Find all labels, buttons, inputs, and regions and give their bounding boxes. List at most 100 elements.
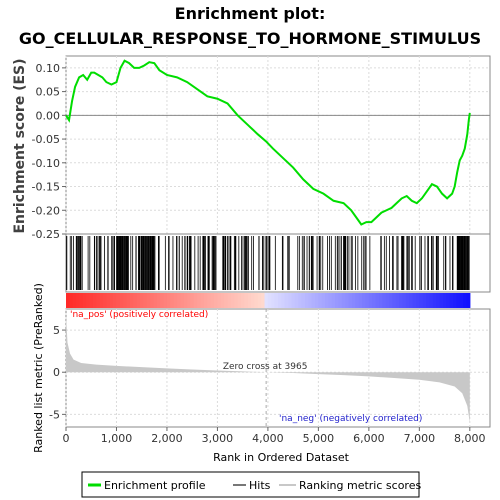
metric-y-ticks: 5 0 -5 [49, 324, 66, 421]
band-segment [419, 293, 424, 308]
band-segment [129, 293, 134, 308]
metric-x-ticks: 0 1,000 2,000 3,000 4,000 5,000 6,000 7,000 8,00… [63, 427, 486, 445]
band-segment [399, 293, 404, 308]
band-segment [66, 293, 70, 308]
band-segment [459, 293, 464, 308]
band-segment [240, 293, 245, 308]
band-segment [264, 293, 269, 308]
band-segment [126, 293, 131, 308]
title-line-2: GO_CELLULAR_RESPONSE_TO_HORMONE_STIMULUS [19, 29, 481, 48]
band-segment [251, 293, 256, 308]
band-segment [82, 293, 87, 308]
band-segment [358, 293, 363, 308]
band-segment [106, 293, 111, 308]
band-segment [210, 293, 215, 308]
x-tick-label: 7,000 [404, 432, 436, 445]
band-segment [341, 293, 346, 308]
band-segment [382, 293, 387, 308]
band-segment [301, 293, 306, 308]
band-segment [143, 293, 148, 308]
band-segment [318, 293, 323, 308]
es-tick-label: -0.20 [32, 204, 60, 217]
correlation-color-band [66, 293, 471, 308]
band-segment [456, 293, 461, 308]
es-tick-label: -0.25 [32, 228, 60, 241]
neg-label: 'na_neg' (negatively correlated) [279, 414, 422, 424]
band-segment [103, 293, 107, 308]
band-segment [274, 293, 279, 308]
x-tick-label: 0 [63, 432, 70, 445]
band-segment [86, 293, 91, 308]
band-segment [180, 293, 185, 308]
x-tick-label: 5,000 [303, 432, 335, 445]
x-tick-label: 6,000 [353, 432, 385, 445]
x-tick-label: 3,000 [202, 432, 234, 445]
band-segment [368, 293, 373, 308]
band-segment [116, 293, 121, 308]
band-segment [271, 293, 276, 308]
es-y-axis-label: Enrichment score (ES) [12, 58, 28, 233]
es-panel: 0.10 0.05 0.00 -0.05 -0.10 -0.15 -0.20 -0.25 En… [12, 55, 491, 241]
band-segment [177, 293, 182, 308]
band-segment [254, 293, 259, 308]
band-segment [432, 293, 437, 308]
band-segment [72, 293, 77, 308]
legend-box [81, 471, 420, 498]
band-segment [237, 293, 242, 308]
es-y-ticks: 0.10 0.05 0.00 -0.05 -0.10 -0.15 -0.20 -0.25 [32, 62, 66, 241]
hits-area [65, 233, 491, 293]
band-segment [109, 293, 114, 308]
metric-tick-label: 5 [53, 324, 60, 337]
es-tick-label: -0.05 [32, 133, 60, 146]
band-segment [395, 293, 400, 308]
band-segment [278, 293, 282, 308]
band-segment [315, 293, 319, 308]
band-segment [331, 293, 336, 308]
band-segment [463, 293, 468, 308]
x-tick-label: 4,000 [252, 432, 284, 445]
band-segment [193, 293, 198, 308]
x-tick-label: 1,000 [101, 432, 133, 445]
band-segment [227, 293, 232, 308]
band-segment [207, 293, 212, 308]
band-segment [442, 293, 447, 308]
band-segment [234, 293, 239, 308]
es-tick-label: -0.10 [32, 157, 60, 170]
band-segment [439, 293, 444, 308]
band-segment [281, 293, 286, 308]
band-segment [378, 293, 383, 308]
band-segment [76, 293, 81, 308]
band-segment [244, 293, 249, 308]
band-segment [133, 293, 138, 308]
band-segment [214, 293, 219, 308]
band-segment [173, 293, 178, 308]
ranking-metric-area [66, 314, 470, 423]
band-segment [146, 293, 151, 308]
band-segment [311, 293, 316, 308]
band-segment [247, 293, 252, 308]
band-segment [123, 293, 128, 308]
band-segment [160, 293, 165, 308]
band-segment [426, 293, 431, 308]
band-segment [345, 293, 350, 308]
band-segment [96, 293, 101, 308]
band-segment [392, 293, 397, 308]
x-axis-label: Rank in Ordered Dataset [213, 451, 350, 464]
hits-panel [65, 233, 491, 308]
band-segment [230, 293, 235, 308]
band-segment [325, 293, 330, 308]
metric-panel: 'na_pos' (positively correlated) Zero cr… [32, 283, 491, 464]
metric-y-axis-label: Ranked list metric (PreRanked) [32, 283, 45, 453]
x-tick-label: 2,000 [151, 432, 183, 445]
legend: Enrichment profile Hits Ranking metric s… [81, 471, 421, 498]
band-segment [224, 293, 229, 308]
band-segment [288, 293, 293, 308]
band-segment [304, 293, 309, 308]
band-segment [328, 293, 333, 308]
band-segment [452, 293, 457, 308]
band-segment [389, 293, 394, 308]
legend-enrichment-label: Enrichment profile [104, 479, 206, 492]
band-segment [140, 293, 144, 308]
